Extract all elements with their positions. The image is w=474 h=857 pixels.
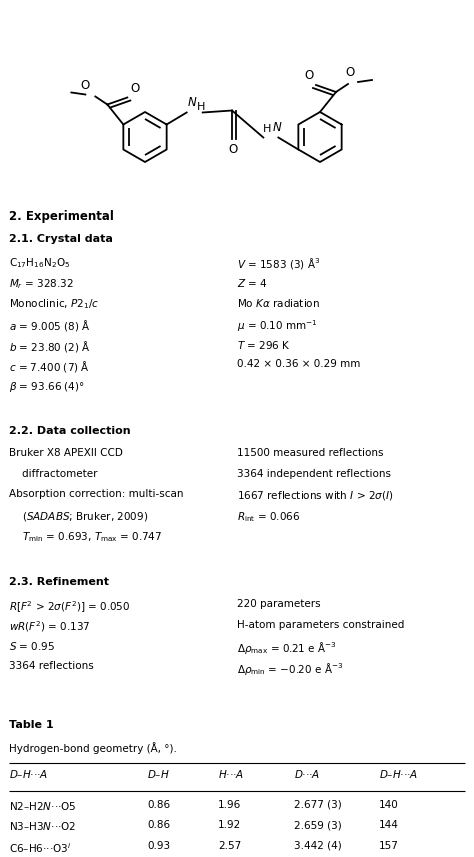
Text: 3.442 (4): 3.442 (4) bbox=[294, 841, 342, 851]
Text: 2.3. Refinement: 2.3. Refinement bbox=[9, 577, 109, 587]
Text: O: O bbox=[130, 81, 140, 94]
Text: $S$ = 0.95: $S$ = 0.95 bbox=[9, 640, 55, 652]
Text: Table 1: Table 1 bbox=[9, 720, 54, 730]
Text: O: O bbox=[228, 142, 237, 155]
Text: $\Delta\rho_{\rm max}$ = 0.21 e Å$^{-3}$: $\Delta\rho_{\rm max}$ = 0.21 e Å$^{-3}$ bbox=[237, 640, 337, 656]
Text: H···$A$: H···$A$ bbox=[218, 768, 244, 780]
Text: $T$ = 296 K: $T$ = 296 K bbox=[237, 339, 291, 351]
Text: $M_r$ = 328.32: $M_r$ = 328.32 bbox=[9, 277, 74, 291]
Text: 2.677 (3): 2.677 (3) bbox=[294, 800, 342, 810]
Text: $\beta$ = 93.66 (4)°: $\beta$ = 93.66 (4)° bbox=[9, 380, 85, 393]
Text: Absorption correction: multi-scan: Absorption correction: multi-scan bbox=[9, 489, 184, 500]
Text: H-atom parameters constrained: H-atom parameters constrained bbox=[237, 620, 404, 630]
Text: C$_{17}$H$_{16}$N$_2$O$_5$: C$_{17}$H$_{16}$N$_2$O$_5$ bbox=[9, 256, 71, 270]
Text: 11500 measured reflections: 11500 measured reflections bbox=[237, 448, 383, 458]
Text: ($SADABS$; Bruker, 2009): ($SADABS$; Bruker, 2009) bbox=[9, 510, 149, 523]
Text: $wR$($F^2$) = 0.137: $wR$($F^2$) = 0.137 bbox=[9, 620, 91, 634]
Text: $D$–H···$A$: $D$–H···$A$ bbox=[9, 768, 49, 780]
Text: 0.93: 0.93 bbox=[147, 841, 170, 851]
Text: $D$–H: $D$–H bbox=[147, 768, 170, 780]
Text: 3364 independent reflections: 3364 independent reflections bbox=[237, 469, 391, 479]
Text: $\mu$ = 0.10 mm$^{-1}$: $\mu$ = 0.10 mm$^{-1}$ bbox=[237, 318, 318, 333]
Text: diffractometer: diffractometer bbox=[9, 469, 98, 479]
Text: 140: 140 bbox=[379, 800, 399, 810]
Text: $D$···$A$: $D$···$A$ bbox=[294, 768, 320, 780]
Text: 2.1. Crystal data: 2.1. Crystal data bbox=[9, 234, 113, 244]
Text: $\Delta\rho_{\rm min}$ = −0.20 e Å$^{-3}$: $\Delta\rho_{\rm min}$ = −0.20 e Å$^{-3}… bbox=[237, 661, 344, 677]
Text: $a$ = 9.005 (8) Å: $a$ = 9.005 (8) Å bbox=[9, 318, 91, 333]
Text: 0.86: 0.86 bbox=[147, 820, 170, 830]
Text: 2. Experimental: 2. Experimental bbox=[9, 210, 114, 223]
Text: $b$ = 23.80 (2) Å: $b$ = 23.80 (2) Å bbox=[9, 339, 91, 354]
Text: N: N bbox=[188, 95, 196, 109]
Text: 1667 reflections with $I$ > 2$\sigma$($I$): 1667 reflections with $I$ > 2$\sigma$($I… bbox=[237, 489, 393, 502]
Text: N: N bbox=[273, 121, 281, 134]
Text: H: H bbox=[197, 101, 205, 111]
Text: Bruker X8 APEXII CCD: Bruker X8 APEXII CCD bbox=[9, 448, 123, 458]
Text: 157: 157 bbox=[379, 841, 399, 851]
Text: $Z$ = 4: $Z$ = 4 bbox=[237, 277, 268, 289]
Text: O: O bbox=[346, 66, 355, 79]
Text: H: H bbox=[264, 123, 272, 134]
Text: O: O bbox=[81, 79, 90, 92]
Text: 0.42 × 0.36 × 0.29 mm: 0.42 × 0.36 × 0.29 mm bbox=[237, 359, 360, 369]
Text: N3–H3$N$···O2: N3–H3$N$···O2 bbox=[9, 820, 77, 832]
Text: O: O bbox=[304, 69, 313, 82]
Text: $R$[$F^2$ > 2$\sigma$($F^2$)] = 0.050: $R$[$F^2$ > 2$\sigma$($F^2$)] = 0.050 bbox=[9, 599, 131, 614]
Text: N2–H2$N$···O5: N2–H2$N$···O5 bbox=[9, 800, 77, 812]
Text: 1.92: 1.92 bbox=[218, 820, 241, 830]
Text: Mo $K\alpha$ radiation: Mo $K\alpha$ radiation bbox=[237, 297, 320, 309]
Text: $T_{\rm min}$ = 0.693, $T_{\rm max}$ = 0.747: $T_{\rm min}$ = 0.693, $T_{\rm max}$ = 0… bbox=[9, 530, 163, 544]
Text: 2.2. Data collection: 2.2. Data collection bbox=[9, 426, 131, 436]
Text: Monoclinic, $P2_1/c$: Monoclinic, $P2_1/c$ bbox=[9, 297, 100, 311]
Text: $D$–H···$A$: $D$–H···$A$ bbox=[379, 768, 419, 780]
Text: Hydrogen-bond geometry (Å, °).: Hydrogen-bond geometry (Å, °). bbox=[9, 742, 177, 754]
Text: $c$ = 7.400 (7) Å: $c$ = 7.400 (7) Å bbox=[9, 359, 91, 375]
Text: 220 parameters: 220 parameters bbox=[237, 599, 320, 609]
Text: 1.96: 1.96 bbox=[218, 800, 241, 810]
Text: 144: 144 bbox=[379, 820, 399, 830]
Text: 2.57: 2.57 bbox=[218, 841, 241, 851]
Text: $V$ = 1583 (3) Å$^3$: $V$ = 1583 (3) Å$^3$ bbox=[237, 256, 320, 272]
Text: 3364 reflections: 3364 reflections bbox=[9, 661, 94, 671]
Text: $R_{\rm int}$ = 0.066: $R_{\rm int}$ = 0.066 bbox=[237, 510, 301, 524]
Text: 0.86: 0.86 bbox=[147, 800, 170, 810]
Text: C6–H6···O3$^i$: C6–H6···O3$^i$ bbox=[9, 841, 72, 854]
Text: 2.659 (3): 2.659 (3) bbox=[294, 820, 342, 830]
